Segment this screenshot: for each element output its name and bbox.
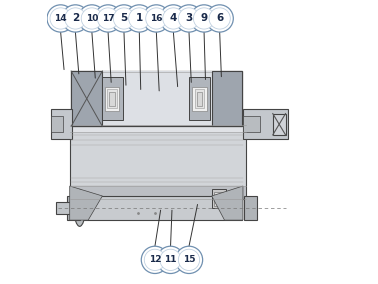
FancyBboxPatch shape [197,92,202,106]
Circle shape [125,5,153,32]
FancyBboxPatch shape [56,202,70,214]
Text: 10: 10 [86,14,98,23]
FancyBboxPatch shape [195,89,204,108]
FancyBboxPatch shape [212,189,226,208]
FancyBboxPatch shape [105,87,119,111]
Circle shape [141,246,169,273]
Circle shape [144,249,166,270]
Circle shape [78,5,105,32]
Ellipse shape [74,189,85,226]
FancyBboxPatch shape [243,116,260,132]
Text: 2: 2 [72,13,79,24]
Text: 15: 15 [183,255,195,264]
Text: 9: 9 [200,13,208,24]
Circle shape [47,5,74,32]
Circle shape [178,249,200,270]
FancyBboxPatch shape [70,114,246,199]
Text: 16: 16 [150,14,163,23]
FancyBboxPatch shape [214,192,224,206]
Text: 4: 4 [170,13,177,24]
Circle shape [98,8,119,29]
Circle shape [65,8,86,29]
FancyBboxPatch shape [51,109,72,139]
Circle shape [163,8,184,29]
Circle shape [129,8,150,29]
Text: 1: 1 [136,13,143,24]
Circle shape [110,5,138,32]
FancyBboxPatch shape [74,196,242,220]
FancyBboxPatch shape [107,89,117,108]
FancyBboxPatch shape [273,114,285,135]
Text: 6: 6 [216,13,223,24]
Polygon shape [70,186,102,220]
Circle shape [62,5,89,32]
Text: 12: 12 [149,255,161,264]
FancyBboxPatch shape [51,116,63,132]
FancyBboxPatch shape [245,196,257,220]
Circle shape [160,5,187,32]
FancyBboxPatch shape [71,71,102,126]
FancyBboxPatch shape [67,196,80,220]
Circle shape [175,5,203,32]
Circle shape [94,5,122,32]
Circle shape [209,8,230,29]
FancyBboxPatch shape [212,71,242,126]
FancyBboxPatch shape [70,186,246,199]
Text: 17: 17 [102,14,115,23]
FancyBboxPatch shape [192,87,207,111]
FancyBboxPatch shape [70,114,246,132]
Text: 5: 5 [120,13,128,24]
Circle shape [160,249,181,270]
Circle shape [194,8,215,29]
Circle shape [175,246,203,273]
Polygon shape [212,186,243,220]
Circle shape [206,5,233,32]
Circle shape [146,8,167,29]
FancyBboxPatch shape [71,71,242,126]
FancyBboxPatch shape [243,109,288,139]
Circle shape [143,5,170,32]
Circle shape [157,246,184,273]
FancyBboxPatch shape [216,194,222,204]
Circle shape [178,8,200,29]
Circle shape [81,8,102,29]
Text: 14: 14 [54,14,67,23]
FancyBboxPatch shape [110,92,115,106]
Circle shape [191,5,218,32]
FancyBboxPatch shape [71,71,242,91]
Circle shape [113,8,135,29]
FancyBboxPatch shape [102,72,212,125]
FancyBboxPatch shape [102,77,123,120]
Circle shape [50,8,71,29]
Text: 11: 11 [164,255,177,264]
FancyBboxPatch shape [189,77,210,120]
Text: 3: 3 [185,13,193,24]
